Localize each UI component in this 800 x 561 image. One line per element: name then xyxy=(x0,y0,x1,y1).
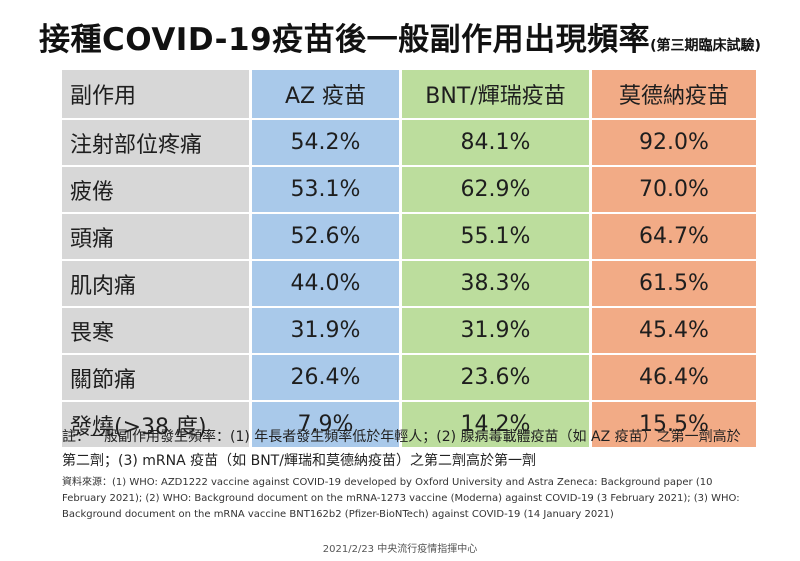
moderna-cell: 70.0% xyxy=(589,167,756,214)
bnt-cell: 62.9% xyxy=(399,167,589,214)
bnt-cell: 23.6% xyxy=(399,355,589,402)
az-cell: 26.4% xyxy=(249,355,399,402)
source-references: 資料來源：(1) WHO: AZD1222 vaccine against CO… xyxy=(62,477,740,520)
table-row-fatigue: 疲倦 53.1% 62.9% 70.0% xyxy=(62,167,756,214)
side-effect-table: 副作用 AZ 疫苗 BNT/輝瑞疫苗 莫德納疫苗 注射部位疼痛 54.2% 84.1… xyxy=(62,70,756,449)
side-effect-cell: 發燒(>38 度) xyxy=(62,402,249,449)
title-row: 接種COVID-19疫苗後一般副作用出現頻率(第三期臨床試驗) xyxy=(0,14,800,59)
moderna-cell: 46.4% xyxy=(589,355,756,402)
table-header-row: 副作用 AZ 疫苗 BNT/輝瑞疫苗 莫德納疫苗 xyxy=(62,70,756,120)
footnote: 註：一般副作用發生頻率：(1) 年長者發生頻率低於年輕人；(2) 腺病毒載體疫苗… xyxy=(62,429,741,469)
bnt-cell: 14.2% xyxy=(399,402,589,449)
header-moderna-vaccine: 莫德納疫苗 xyxy=(589,70,756,120)
page-title: 接種COVID-19疫苗後一般副作用出現頻率 xyxy=(39,22,651,58)
table-row-joint-pain: 關節痛 26.4% 23.6% 46.4% xyxy=(62,355,756,402)
table-row-fever: 發燒(>38 度) 7.9% 14.2% 15.5% xyxy=(62,402,756,449)
az-cell: 54.2% xyxy=(249,120,399,167)
table-row-muscle-pain: 肌肉痛 44.0% 38.3% 61.5% xyxy=(62,261,756,308)
az-cell: 44.0% xyxy=(249,261,399,308)
side-effect-cell: 畏寒 xyxy=(62,308,249,355)
table-row-injection-site-pain: 注射部位疼痛 54.2% 84.1% 92.0% xyxy=(62,120,756,167)
bnt-cell: 84.1% xyxy=(399,120,589,167)
moderna-cell: 64.7% xyxy=(589,214,756,261)
moderna-cell: 15.5% xyxy=(589,402,756,449)
moderna-cell: 61.5% xyxy=(589,261,756,308)
table-row-headache: 頭痛 52.6% 55.1% 64.7% xyxy=(62,214,756,261)
footer-credit: 2021/2/23 中央流行疫情指揮中心 xyxy=(322,544,478,555)
moderna-cell: 45.4% xyxy=(589,308,756,355)
page-subtitle: (第三期臨床試驗) xyxy=(650,38,761,54)
header-az-vaccine: AZ 疫苗 xyxy=(249,70,399,120)
side-effect-cell: 關節痛 xyxy=(62,355,249,402)
az-cell: 53.1% xyxy=(249,167,399,214)
moderna-cell: 92.0% xyxy=(589,120,756,167)
az-cell: 7.9% xyxy=(249,402,399,449)
bnt-cell: 31.9% xyxy=(399,308,589,355)
side-effect-cell: 注射部位疼痛 xyxy=(62,120,249,167)
bnt-cell: 38.3% xyxy=(399,261,589,308)
side-effect-cell: 頭痛 xyxy=(62,214,249,261)
header-bnt-vaccine: BNT/輝瑞疫苗 xyxy=(399,70,589,120)
bnt-cell: 55.1% xyxy=(399,214,589,261)
side-effect-cell: 肌肉痛 xyxy=(62,261,249,308)
az-cell: 52.6% xyxy=(249,214,399,261)
header-side-effect: 副作用 xyxy=(62,70,249,120)
table-row-chills: 畏寒 31.9% 31.9% 45.4% xyxy=(62,308,756,355)
az-cell: 31.9% xyxy=(249,308,399,355)
table-body: 注射部位疼痛 54.2% 84.1% 92.0% 疲倦 53.1% 62.9% 70.0% 頭痛… xyxy=(62,120,756,449)
side-effect-cell: 疲倦 xyxy=(62,167,249,214)
